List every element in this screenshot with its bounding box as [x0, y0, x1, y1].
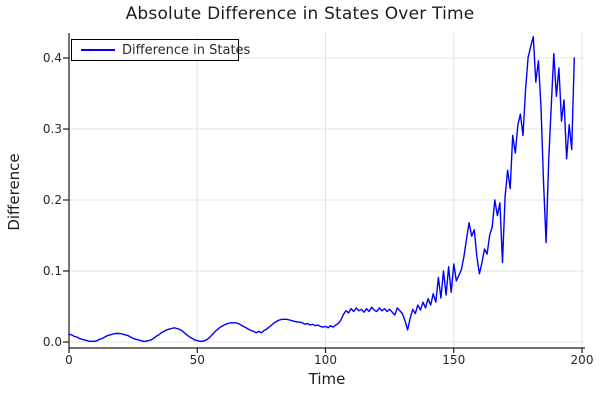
chart-title: Absolute Difference in States Over Time: [125, 4, 475, 24]
legend: Difference in States: [71, 39, 250, 61]
x-tick-label: 50: [189, 353, 205, 367]
x-axis-title: Time: [308, 370, 346, 388]
legend-label: Difference in States: [122, 42, 251, 58]
y-axis-title: Difference: [5, 153, 23, 231]
x-tick-label: 100: [314, 353, 337, 367]
y-tick-label: 0.3: [42, 122, 62, 136]
x-tick-label: 0: [65, 353, 73, 367]
y-tick-label: 0.1: [42, 264, 62, 278]
legend-line-swatch: [81, 49, 115, 51]
x-tick-label: 200: [570, 353, 594, 367]
y-tick-label: 0.4: [42, 51, 62, 65]
difference-line: [68, 36, 575, 342]
x-tick-label: 150: [442, 353, 466, 367]
y-tick-label: 0.0: [42, 335, 62, 349]
y-tick-label: 0.2: [42, 193, 62, 207]
